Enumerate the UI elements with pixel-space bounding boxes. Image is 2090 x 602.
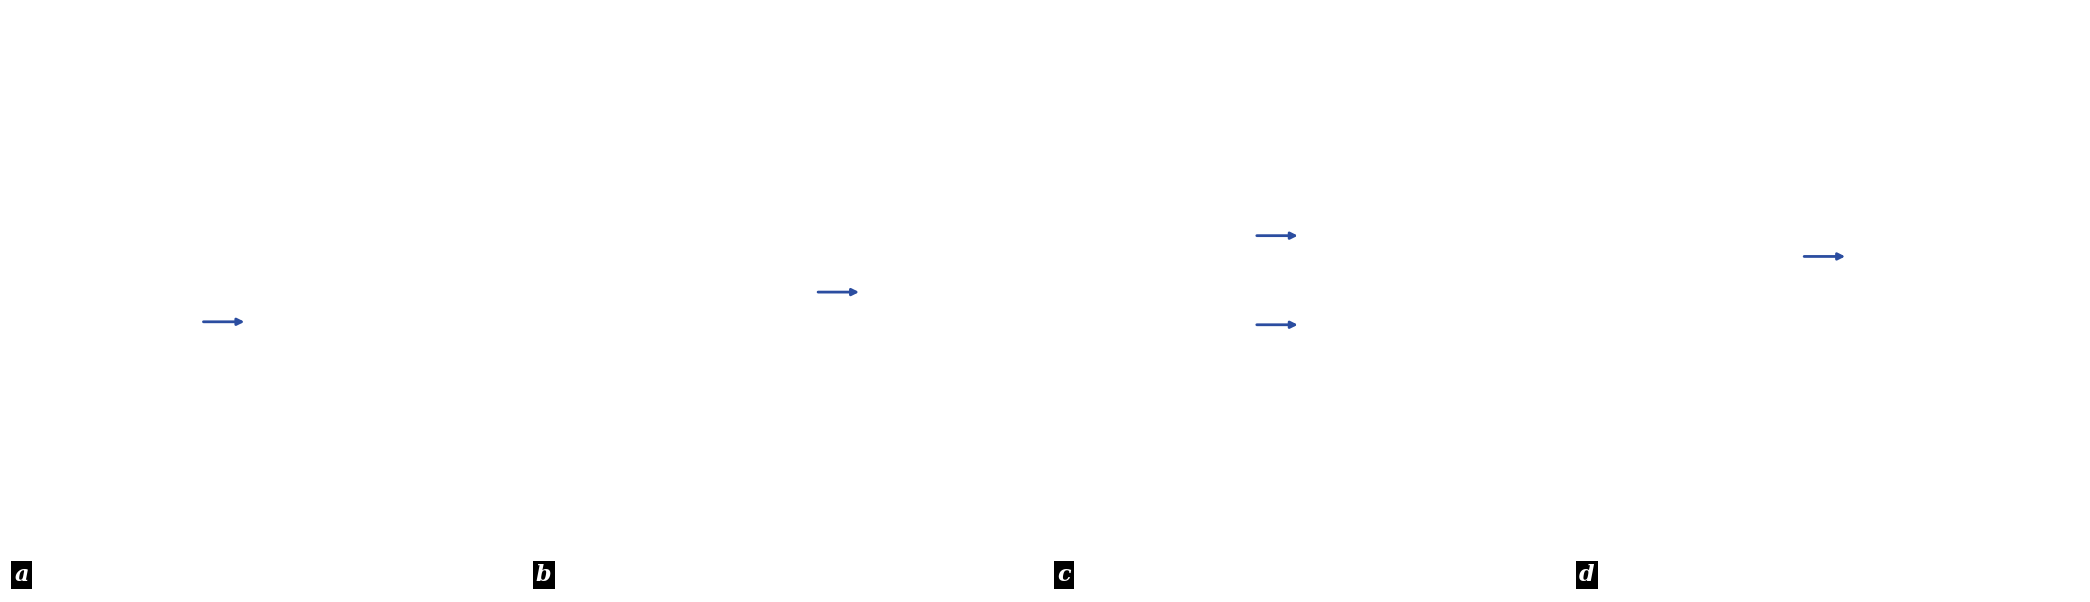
Text: a: a [15,564,29,586]
Text: c: c [1058,564,1070,586]
Text: b: b [535,564,552,586]
Text: d: d [1578,564,1595,586]
